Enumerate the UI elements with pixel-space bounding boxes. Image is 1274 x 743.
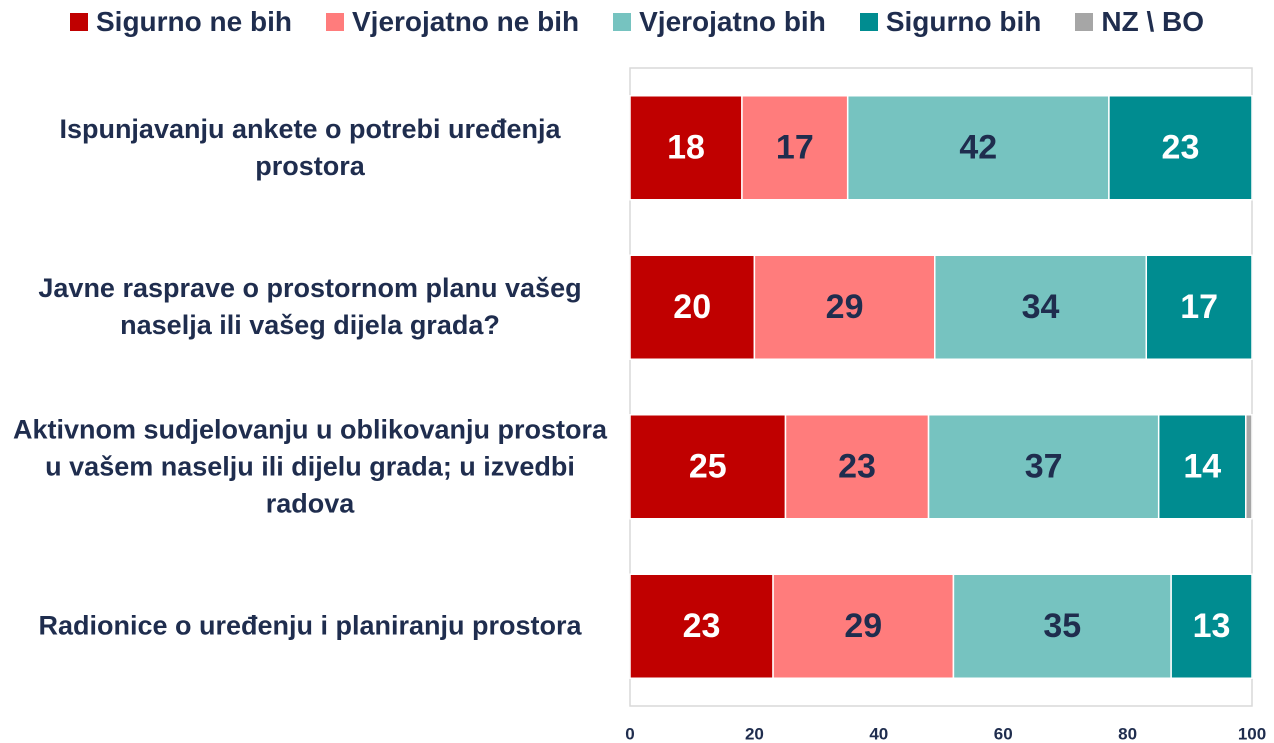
legend-label: Sigurno bih — [885, 6, 1042, 37]
legend-swatch — [69, 13, 88, 31]
bar-segment — [753, 254, 936, 360]
data-label: 37 — [1025, 448, 1063, 486]
bar-segment — [1170, 573, 1253, 679]
bar-segment — [846, 95, 1110, 201]
x-tick-label: 60 — [994, 724, 1013, 743]
legend-label: Vjerojatno bih — [639, 6, 826, 37]
x-tick-label: 20 — [745, 724, 764, 743]
data-label: 14 — [1183, 448, 1221, 486]
category-label: Radionice o uređenju i planiranju prosto… — [38, 610, 582, 641]
data-label: 23 — [1162, 129, 1200, 167]
legend-item: Vjerojatno bih — [613, 6, 826, 38]
category-label: Javne rasprave o prostornom planu vašeg … — [38, 273, 582, 341]
plot-frame — [629, 67, 1253, 707]
data-label: 35 — [1043, 607, 1081, 645]
legend-swatch — [1075, 13, 1094, 31]
data-label: 34 — [1022, 288, 1060, 326]
legend-swatch — [613, 13, 632, 31]
data-label: 29 — [844, 607, 882, 645]
legend: Sigurno ne bih Vjerojatno ne bih Vjerojatn… — [0, 6, 1274, 38]
data-label: 17 — [776, 129, 814, 167]
data-label: 23 — [838, 448, 876, 486]
legend-item: Vjerojatno ne bih — [325, 6, 580, 38]
category-label: Ispunjavanju ankete o potrebi uređenja p… — [59, 113, 561, 181]
bar-segment — [1245, 414, 1253, 520]
data-label: 29 — [826, 288, 864, 326]
bar-segment — [629, 414, 787, 520]
legend-swatch — [325, 13, 344, 31]
bar-segment — [629, 573, 774, 679]
legend-item: NZ \ BO — [1075, 6, 1204, 38]
data-label: 20 — [673, 288, 711, 326]
bar-segment — [629, 95, 743, 201]
x-tick-label: 100 — [1238, 724, 1266, 743]
x-tick-label: 0 — [625, 724, 634, 743]
category-label: Aktivnom sudjelovanju u oblikovanju pros… — [12, 414, 608, 519]
bar-segment — [927, 414, 1160, 520]
legend-label: Sigurno ne bih — [95, 6, 292, 37]
x-tick-label: 40 — [869, 724, 888, 743]
legend-label: Vjerojatno ne bih — [351, 6, 580, 37]
bar-segment — [1157, 414, 1247, 520]
bar-segment — [629, 254, 756, 360]
legend-item: Sigurno ne bih — [69, 6, 292, 38]
bar-segment — [741, 95, 849, 201]
legend-swatch — [859, 13, 878, 31]
x-tick-label: 80 — [1118, 724, 1137, 743]
bar-segment — [784, 414, 930, 520]
data-label: 23 — [683, 607, 721, 645]
bar-segment — [1108, 95, 1253, 201]
data-label: 25 — [689, 448, 727, 486]
legend-item: Sigurno bih — [859, 6, 1042, 38]
data-label: 18 — [667, 129, 705, 167]
data-label: 42 — [959, 129, 997, 167]
bar-segment — [934, 254, 1148, 360]
data-label: 13 — [1193, 607, 1231, 645]
bar-segment — [952, 573, 1172, 679]
data-label: 17 — [1180, 288, 1218, 326]
legend-label: NZ \ BO — [1101, 6, 1205, 37]
bar-segment — [1145, 254, 1253, 360]
